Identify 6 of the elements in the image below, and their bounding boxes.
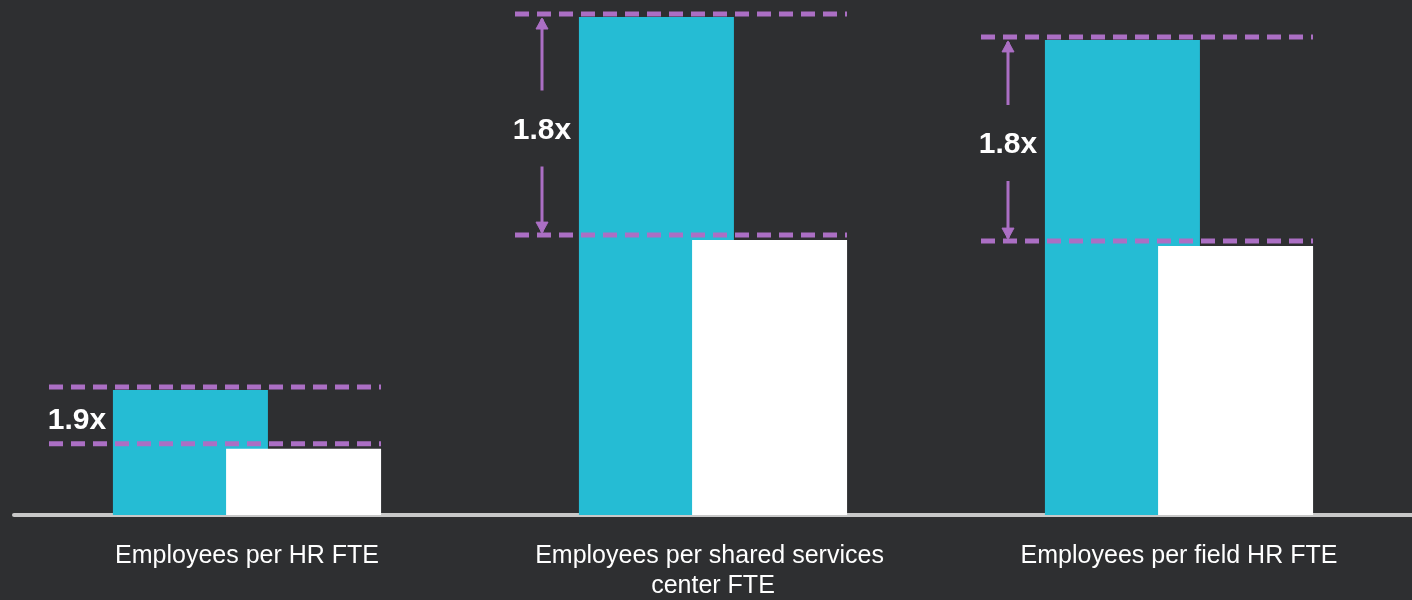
x-tick-label: Employees per field HR FTE bbox=[1020, 540, 1338, 568]
x-tick-label: Employees per HR FTE bbox=[115, 540, 379, 568]
annotation: 1.8x bbox=[512, 111, 572, 145]
annotation: 1.8x bbox=[978, 125, 1038, 159]
x-tick-label: Employees per shared services center FTE bbox=[535, 540, 891, 598]
annotation: 1.9x bbox=[47, 402, 107, 436]
